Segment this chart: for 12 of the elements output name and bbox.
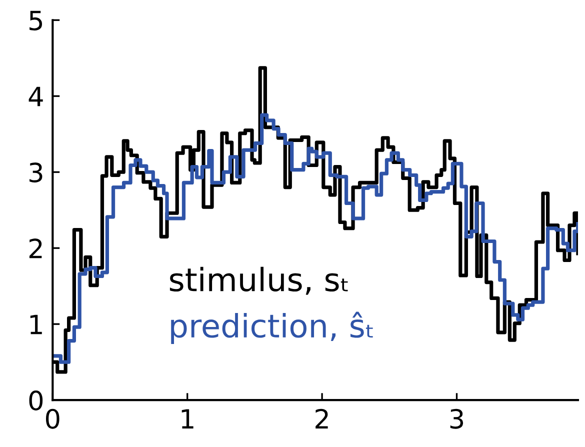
- x-tick-label: 0: [46, 408, 60, 429]
- y-tick-label: 4: [28, 86, 43, 106]
- x-tick-label: 1: [182, 409, 194, 428]
- x-tick-label: 3: [450, 408, 464, 429]
- y-tick-label: 3: [30, 162, 42, 182]
- x-tick-label: 2: [316, 408, 328, 428]
- series-label: stimulus, sₜ: [170, 266, 348, 295]
- y-tick-label: 1: [30, 314, 42, 334]
- y-tick-label: 2: [29, 238, 42, 258]
- y-tick-label: 0: [29, 390, 43, 410]
- y-tick-label: 5: [30, 10, 42, 31]
- text: prediction, ŝₜ: [171, 312, 373, 344]
